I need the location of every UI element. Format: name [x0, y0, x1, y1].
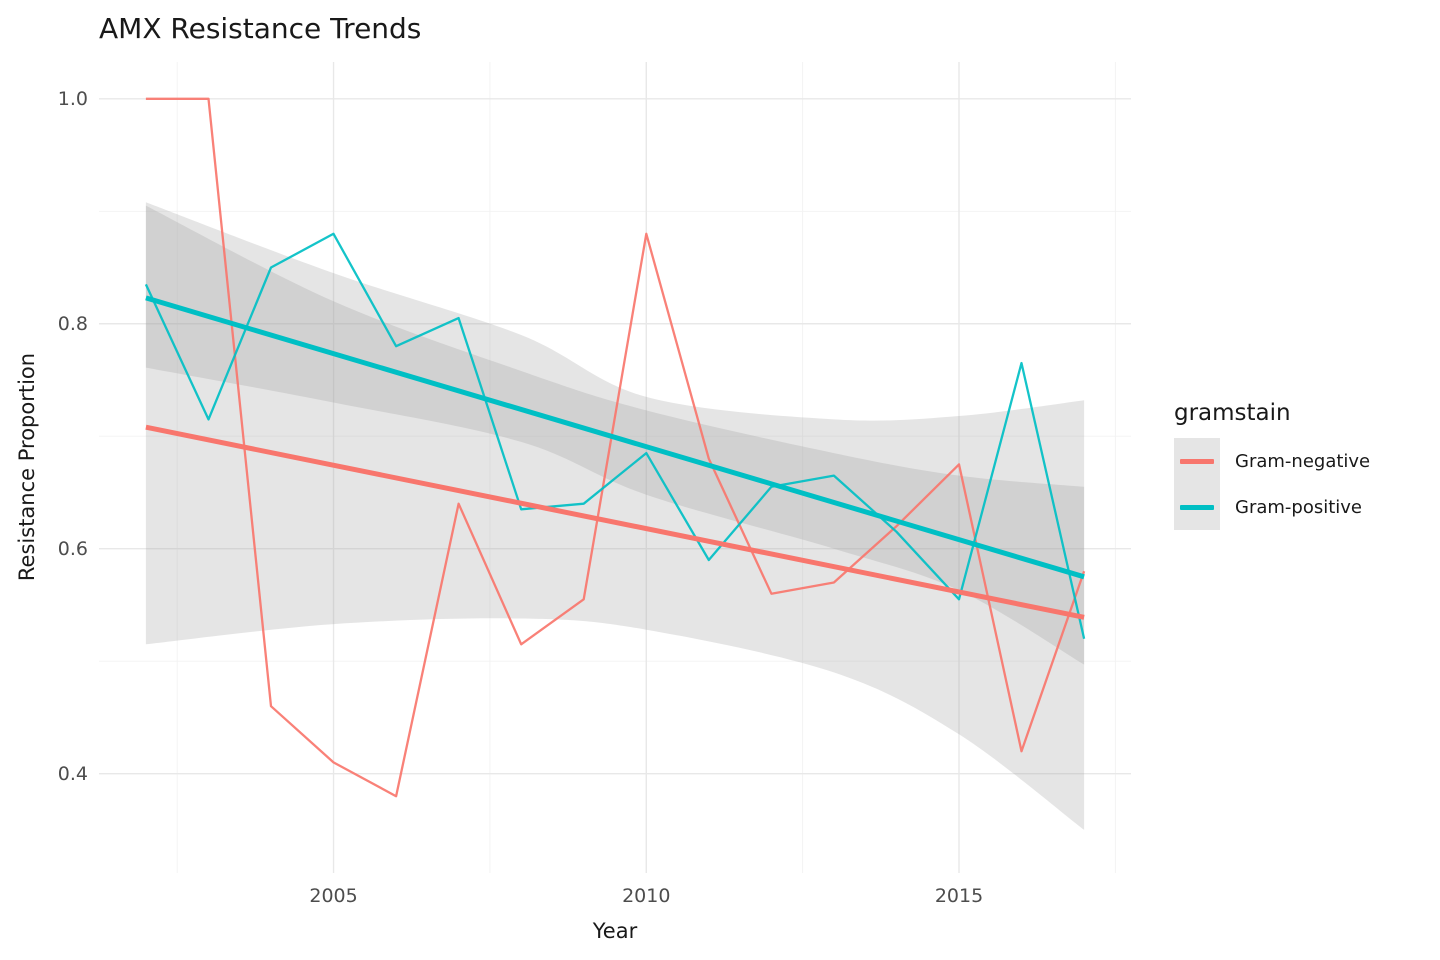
- trend-line-gram-positive: [145, 295, 1085, 580]
- legend-key: [1174, 484, 1220, 530]
- legend-row-gram-negative: Gram-negative: [1174, 438, 1434, 484]
- x-tick-label: 2005: [309, 885, 358, 907]
- gram-positive-key-line-icon: [1180, 504, 1214, 510]
- legend-key: [1174, 438, 1220, 484]
- x-axis-title: Year: [592, 919, 638, 943]
- plot-title: AMX Resistance Trends: [99, 12, 422, 45]
- y-tick-label: 0.4: [57, 762, 88, 785]
- legend-row-gram-positive: Gram-positive: [1174, 484, 1434, 530]
- series-line-gram-negative: [145, 97, 1086, 798]
- y-axis-title: Resistance Proportion: [15, 352, 39, 582]
- legend-items: Gram-negative Gram-positive: [1174, 438, 1434, 530]
- x-tick-label: 2010: [622, 885, 671, 907]
- legend-label: Gram-negative: [1235, 450, 1371, 472]
- series-line-gram-positive: [144, 232, 1086, 639]
- y-tick-label: 0.8: [57, 312, 88, 335]
- legend-title: gramstain: [1174, 400, 1291, 426]
- legend-label: Gram-positive: [1235, 496, 1363, 518]
- x-tick-label: 2015: [934, 885, 984, 907]
- y-tick-label: 1.0: [57, 87, 88, 110]
- ci-ribbon-gram-negative: [145, 205, 1085, 830]
- gram-negative-key-line-icon: [1180, 458, 1214, 464]
- trend-line-gram-negative: [145, 424, 1085, 620]
- y-tick-label: 0.6: [57, 537, 88, 560]
- legend: gramstain Gram-negative Gram-positive: [1174, 400, 1434, 530]
